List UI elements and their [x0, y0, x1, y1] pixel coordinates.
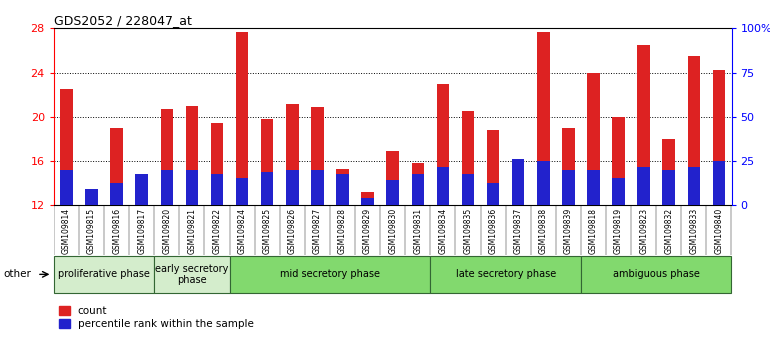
Bar — [713, 161, 725, 205]
Text: GSM109836: GSM109836 — [489, 208, 497, 254]
Bar — [110, 183, 123, 205]
Text: GSM109828: GSM109828 — [338, 208, 347, 254]
Bar — [688, 56, 700, 205]
Bar — [588, 170, 600, 205]
Text: GSM109818: GSM109818 — [589, 208, 598, 254]
Text: GSM109819: GSM109819 — [614, 208, 623, 254]
Bar — [537, 32, 550, 205]
Bar — [211, 124, 223, 205]
FancyBboxPatch shape — [229, 256, 430, 293]
Text: GSM109830: GSM109830 — [388, 208, 397, 254]
FancyBboxPatch shape — [581, 256, 732, 293]
FancyBboxPatch shape — [154, 256, 229, 293]
Text: GSM109831: GSM109831 — [413, 208, 422, 254]
Text: GSM109815: GSM109815 — [87, 208, 96, 254]
Text: GSM109822: GSM109822 — [213, 208, 222, 254]
Text: GSM109824: GSM109824 — [238, 208, 246, 254]
Bar — [60, 89, 72, 205]
Bar — [286, 104, 299, 205]
Bar — [186, 106, 198, 205]
Bar — [537, 161, 550, 205]
Bar — [638, 45, 650, 205]
Bar — [85, 189, 98, 205]
Bar — [487, 183, 500, 205]
Bar — [411, 175, 424, 205]
Text: GSM109823: GSM109823 — [639, 208, 648, 254]
Bar — [161, 170, 173, 205]
Bar — [336, 169, 349, 205]
Text: GSM109838: GSM109838 — [539, 208, 547, 254]
Legend: count, percentile rank within the sample: count, percentile rank within the sample — [59, 306, 254, 329]
Bar — [161, 109, 173, 205]
Bar — [136, 175, 148, 205]
Bar — [688, 167, 700, 205]
Text: late secretory phase: late secretory phase — [456, 269, 556, 279]
Bar — [387, 151, 399, 205]
Bar — [136, 175, 148, 205]
Bar — [437, 84, 449, 205]
Bar — [638, 167, 650, 205]
FancyBboxPatch shape — [54, 256, 154, 293]
Text: GSM109816: GSM109816 — [112, 208, 121, 254]
Text: GDS2052 / 228047_at: GDS2052 / 228047_at — [54, 14, 192, 27]
Bar — [211, 175, 223, 205]
Bar — [462, 111, 474, 205]
Text: proliferative phase: proliferative phase — [59, 269, 150, 279]
Bar — [662, 170, 675, 205]
Text: GSM109829: GSM109829 — [363, 208, 372, 254]
Bar — [361, 198, 374, 205]
Bar — [85, 192, 98, 205]
Text: GSM109837: GSM109837 — [514, 208, 523, 254]
Text: GSM109825: GSM109825 — [263, 208, 272, 254]
Bar — [361, 192, 374, 205]
Text: GSM109820: GSM109820 — [162, 208, 172, 254]
Bar — [311, 170, 323, 205]
Bar — [562, 128, 574, 205]
Text: GSM109832: GSM109832 — [665, 208, 673, 254]
Text: GSM109839: GSM109839 — [564, 208, 573, 254]
Bar — [512, 159, 524, 205]
Text: GSM109814: GSM109814 — [62, 208, 71, 254]
Bar — [411, 163, 424, 205]
Bar — [387, 180, 399, 205]
FancyBboxPatch shape — [430, 256, 581, 293]
Bar — [60, 170, 72, 205]
Text: GSM109840: GSM109840 — [715, 208, 724, 254]
Text: GSM109827: GSM109827 — [313, 208, 322, 254]
Bar — [437, 167, 449, 205]
Bar — [110, 128, 123, 205]
Bar — [713, 70, 725, 205]
Bar — [236, 32, 249, 205]
Bar — [286, 170, 299, 205]
Bar — [236, 178, 249, 205]
Bar — [336, 175, 349, 205]
Text: GSM109834: GSM109834 — [438, 208, 447, 254]
Text: GSM109835: GSM109835 — [464, 208, 473, 254]
Bar — [662, 139, 675, 205]
Text: GSM109821: GSM109821 — [187, 208, 196, 254]
Bar — [261, 172, 273, 205]
Bar — [512, 164, 524, 205]
Bar — [612, 117, 624, 205]
Bar — [186, 170, 198, 205]
Text: ambiguous phase: ambiguous phase — [613, 269, 700, 279]
Bar — [311, 107, 323, 205]
Bar — [612, 178, 624, 205]
Text: mid secretory phase: mid secretory phase — [280, 269, 380, 279]
Bar — [588, 73, 600, 205]
Bar — [462, 175, 474, 205]
Bar — [487, 130, 500, 205]
Text: GSM109833: GSM109833 — [689, 208, 698, 254]
Text: GSM109826: GSM109826 — [288, 208, 296, 254]
Text: other: other — [4, 269, 32, 279]
Text: early secretory
phase: early secretory phase — [156, 263, 229, 285]
Bar — [562, 170, 574, 205]
Text: GSM109817: GSM109817 — [137, 208, 146, 254]
Bar — [261, 119, 273, 205]
